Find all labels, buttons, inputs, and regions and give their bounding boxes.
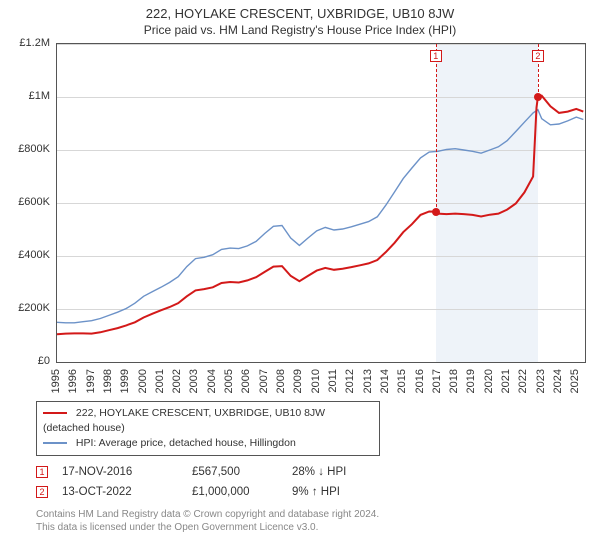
x-tick-label: 2004 [206, 369, 218, 393]
legend-item-hpi: HPI: Average price, detached house, Hill… [43, 436, 373, 451]
sales-table: 1 17-NOV-2016£567,50028% ↓ HPI 2 13-OCT-202… [36, 462, 590, 502]
y-tick-label: £600K [10, 196, 50, 208]
x-tick-label: 2018 [448, 369, 460, 393]
x-tick-label: 2019 [465, 369, 477, 393]
x-tick-label: 2023 [535, 369, 547, 393]
legend-item-property: 222, HOYLAKE CRESCENT, UXBRIDGE, UB10 8J… [43, 406, 373, 436]
chart-subtitle: Price paid vs. HM Land Registry's House … [10, 23, 590, 37]
y-tick-label: £400K [10, 249, 50, 261]
legend: 222, HOYLAKE CRESCENT, UXBRIDGE, UB10 8J… [36, 401, 380, 456]
sales-row: 1 17-NOV-2016£567,50028% ↓ HPI [36, 462, 590, 482]
x-tick-label: 2020 [483, 369, 495, 393]
y-tick-label: £1M [10, 90, 50, 102]
license-line-1: Contains HM Land Registry data © Crown c… [36, 508, 590, 521]
sales-vs-hpi: 28% ↓ HPI [292, 466, 412, 478]
x-tick-label: 2012 [344, 369, 356, 393]
x-tick-label: 2006 [240, 369, 252, 393]
legend-swatch-property [43, 412, 67, 414]
x-tick-label: 2005 [223, 369, 235, 393]
license-line-2: This data is licensed under the Open Gov… [36, 521, 590, 534]
sales-row: 2 13-OCT-2022£1,000,0009% ↑ HPI [36, 482, 590, 502]
license-text: Contains HM Land Registry data © Crown c… [36, 508, 590, 534]
x-tick-label: 1999 [119, 369, 131, 393]
x-tick-label: 2001 [154, 369, 166, 393]
x-tick-label: 2024 [552, 369, 564, 393]
sales-date: 17-NOV-2016 [62, 466, 192, 478]
sales-date: 13-OCT-2022 [62, 486, 192, 498]
chart-title: 222, HOYLAKE CRESCENT, UXBRIDGE, UB10 8J… [10, 6, 590, 21]
x-tick-label: 2007 [258, 369, 270, 393]
x-tick-label: 2013 [362, 369, 374, 393]
x-tick-label: 2009 [292, 369, 304, 393]
sales-marker: 1 [36, 466, 48, 478]
x-tick-label: 2015 [396, 369, 408, 393]
x-tick-label: 2000 [137, 369, 149, 393]
x-tick-label: 2010 [310, 369, 322, 393]
x-axis-labels: 1995199619971998199920002001200220032004… [56, 365, 586, 399]
marker-dot [534, 93, 542, 101]
sales-price: £1,000,000 [192, 486, 292, 498]
x-tick-label: 1998 [102, 369, 114, 393]
legend-label-hpi: HPI: Average price, detached house, Hill… [76, 437, 296, 449]
x-tick-label: 2003 [188, 369, 200, 393]
x-tick-label: 1996 [67, 369, 79, 393]
x-tick-label: 1997 [85, 369, 97, 393]
series-line [57, 96, 583, 335]
legend-swatch-hpi [43, 442, 67, 444]
x-tick-label: 2016 [414, 369, 426, 393]
plot: 12 [56, 43, 586, 363]
y-tick-label: £800K [10, 143, 50, 155]
x-tick-label: 2011 [327, 369, 339, 393]
x-tick-label: 2008 [275, 369, 287, 393]
x-tick-label: 1995 [50, 369, 62, 393]
x-tick-label: 2014 [379, 369, 391, 393]
chart-area: 12 £0£200K£400K£600K£800K£1M£1.2M 199519… [10, 43, 590, 397]
marker-label: 2 [532, 50, 544, 62]
sales-price: £567,500 [192, 466, 292, 478]
y-tick-label: £0 [10, 355, 50, 367]
x-tick-label: 2021 [500, 369, 512, 393]
series-line [57, 110, 583, 323]
marker-label: 1 [430, 50, 442, 62]
chart-svg [57, 44, 585, 362]
marker-vline [436, 44, 437, 212]
x-tick-label: 2002 [171, 369, 183, 393]
marker-dot [432, 208, 440, 216]
y-tick-label: £1.2M [10, 37, 50, 49]
sales-marker: 2 [36, 486, 48, 498]
sales-vs-hpi: 9% ↑ HPI [292, 486, 412, 498]
legend-label-property: 222, HOYLAKE CRESCENT, UXBRIDGE, UB10 8J… [43, 407, 325, 434]
x-tick-label: 2017 [431, 369, 443, 393]
x-tick-label: 2025 [569, 369, 581, 393]
x-tick-label: 2022 [517, 369, 529, 393]
y-tick-label: £200K [10, 302, 50, 314]
